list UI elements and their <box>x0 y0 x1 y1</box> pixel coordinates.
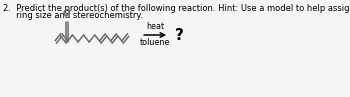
Text: toluene: toluene <box>140 38 170 47</box>
Text: 2.  Predict the product(s) of the following reaction. Hint: Use a model to help : 2. Predict the product(s) of the followi… <box>3 4 350 13</box>
Text: ?: ? <box>175 28 183 42</box>
Text: heat: heat <box>146 22 164 31</box>
Text: O: O <box>63 9 71 18</box>
Text: ring size and stereochemistry.: ring size and stereochemistry. <box>3 11 143 20</box>
